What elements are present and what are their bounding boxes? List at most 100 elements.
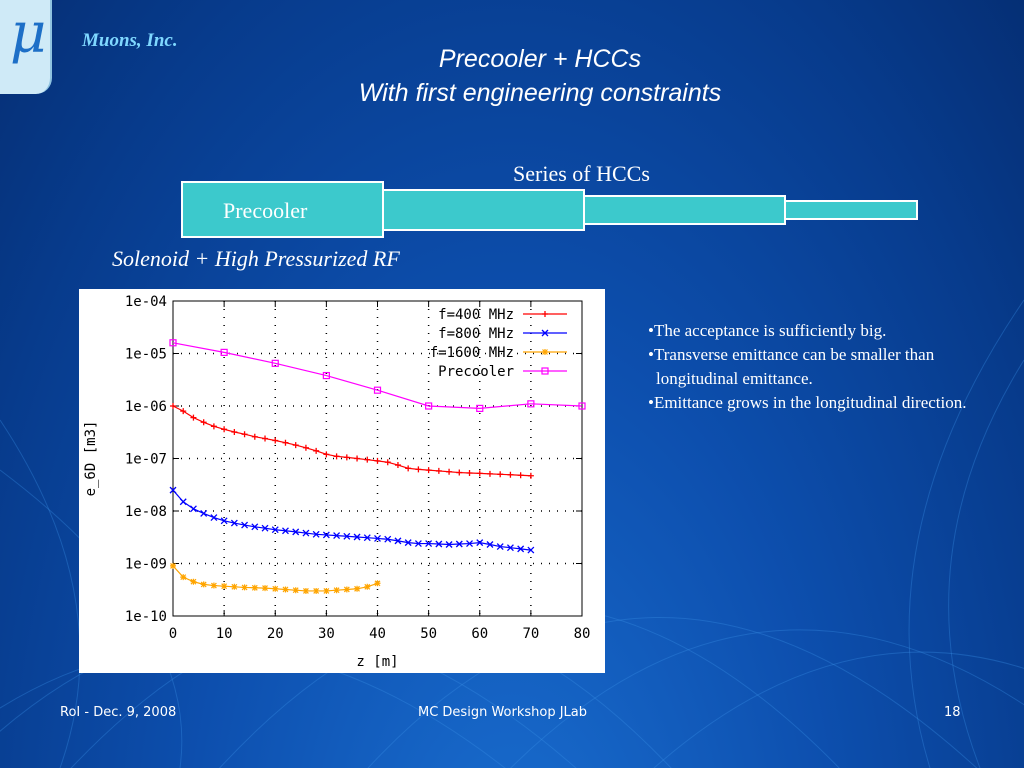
y-tick-label: 1e-06 <box>125 399 167 415</box>
x-tick-label: 80 <box>574 626 591 642</box>
data-point <box>496 543 504 551</box>
x-tick-label: 70 <box>522 626 539 642</box>
data-point <box>241 584 248 591</box>
hcc-box-1 <box>382 189 585 231</box>
muons-logo: μ <box>0 0 52 94</box>
data-point <box>354 585 361 592</box>
bullet-item: •Emittance grows in the longitudinal dir… <box>648 393 967 412</box>
footer-date: RoI - Dec. 9, 2008 <box>60 705 177 720</box>
data-point <box>241 521 249 529</box>
data-point <box>542 349 548 355</box>
slide-subtitle: With first engineering constraints <box>358 79 722 107</box>
data-point <box>497 471 504 478</box>
data-point <box>169 339 177 347</box>
data-point <box>425 402 433 410</box>
mu-symbol: μ <box>10 1 47 66</box>
solenoid-label: Solenoid + High Pressurized RF <box>112 246 400 271</box>
data-point <box>373 386 382 394</box>
data-point <box>251 584 258 591</box>
data-point <box>322 371 330 380</box>
data-point <box>231 428 238 435</box>
bullet-list: •The acceptance is sufficiently big. •Tr… <box>648 319 988 415</box>
data-point <box>282 527 289 535</box>
x-tick-label: 40 <box>369 626 386 642</box>
data-point <box>230 519 238 527</box>
data-point <box>333 453 340 460</box>
y-tick-label: 1e-09 <box>125 557 167 573</box>
data-point <box>262 585 269 592</box>
data-point <box>220 348 228 356</box>
data-point <box>221 583 228 590</box>
data-point <box>486 541 494 548</box>
data-point <box>527 472 534 479</box>
data-point <box>282 586 289 593</box>
data-point <box>445 541 453 548</box>
data-point <box>313 587 320 594</box>
data-point <box>210 514 218 522</box>
legend-label: f=800 MHz <box>438 326 514 342</box>
data-point <box>541 329 549 337</box>
data-point <box>404 539 412 547</box>
data-point <box>506 544 514 552</box>
x-tick-label: 60 <box>471 626 488 642</box>
data-point <box>210 582 217 589</box>
data-point <box>302 587 309 594</box>
y-axis-label: e_6D [m3] <box>83 421 99 497</box>
data-point <box>292 442 299 449</box>
series-line <box>172 489 531 551</box>
y-tick-label: 1e-07 <box>125 452 167 468</box>
data-point <box>486 470 493 477</box>
bullet-item: •Transverse emittance can be smaller tha… <box>648 345 935 388</box>
data-point <box>200 419 207 426</box>
hcc-box-2 <box>583 195 786 225</box>
data-point <box>405 465 412 472</box>
data-point <box>333 587 340 594</box>
data-point <box>456 469 463 476</box>
page-number: 18 <box>944 705 961 720</box>
emittance-chart: 0 10 20 30 40 50 60 70 80 1e-10 1e-09 1e-08 1e-07 1e-… <box>79 289 605 673</box>
data-point <box>425 540 433 547</box>
data-point <box>190 578 197 585</box>
data-point <box>476 539 484 547</box>
data-point <box>384 535 392 543</box>
data-point <box>200 581 207 588</box>
data-point <box>302 444 309 451</box>
data-point <box>527 546 535 554</box>
data-point <box>323 451 330 458</box>
data-point <box>364 456 371 463</box>
data-point <box>343 454 350 461</box>
hcc-box-3 <box>784 200 918 220</box>
data-point <box>578 402 586 410</box>
data-point <box>292 528 300 536</box>
data-point <box>323 587 330 594</box>
data-point <box>333 532 341 540</box>
x-tick-label: 50 <box>420 626 437 642</box>
data-point <box>394 462 401 469</box>
x-tick-label: 20 <box>267 626 284 642</box>
data-point <box>374 534 381 542</box>
company-name: Muons, Inc. <box>82 30 178 51</box>
data-point <box>251 433 258 440</box>
footer-event: MC Design Workshop JLab <box>418 705 588 720</box>
data-point <box>322 531 330 539</box>
data-point <box>272 437 279 444</box>
data-point <box>292 587 299 594</box>
series-line <box>172 405 531 477</box>
plot-frame <box>172 300 583 617</box>
precooler-label: Precooler <box>223 198 308 223</box>
data-point <box>415 466 422 473</box>
chart-svg: 0 10 20 30 40 50 60 70 80 1e-10 1e-09 1e-08 1e-07 1e-… <box>83 294 591 670</box>
data-point <box>364 583 371 590</box>
legend-label: Precooler <box>438 364 514 380</box>
data-point <box>466 540 473 547</box>
data-point <box>179 498 187 506</box>
data-point <box>507 471 514 478</box>
data-point <box>476 470 483 477</box>
data-point <box>271 526 279 534</box>
x-axis-label: z [m] <box>356 654 398 670</box>
data-point <box>446 468 453 475</box>
y-tick-label: 1e-05 <box>125 347 167 363</box>
data-point <box>374 457 381 464</box>
data-point <box>435 467 442 474</box>
data-point <box>170 403 176 409</box>
